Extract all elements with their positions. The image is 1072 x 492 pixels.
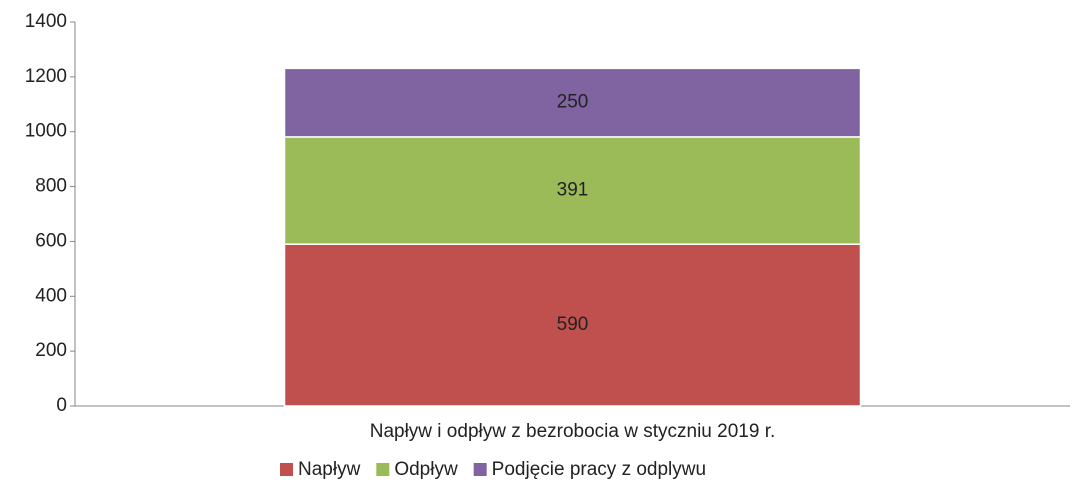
y-tick-label: 1400 (25, 11, 67, 32)
legend-swatch (473, 463, 487, 476)
data-label: 590 (557, 314, 589, 335)
data-label: 391 (557, 180, 589, 201)
legend-label: Podjęcie pracy z odplywu (492, 459, 706, 480)
legend-swatch (376, 463, 390, 476)
legend-label: Odpływ (394, 459, 458, 480)
bar-segment (283, 136, 862, 245)
x-tick-label: Napływ i odpływ z bezrobocia w styczniu … (370, 421, 776, 442)
y-tick-label: 1200 (25, 66, 67, 87)
legend-label: Napływ (298, 459, 361, 480)
data-label: 250 (557, 92, 589, 113)
y-tick-label: 600 (35, 230, 67, 251)
y-tick-label: 0 (56, 395, 67, 416)
y-tick-label: 1000 (25, 121, 67, 142)
y-tick-label: 400 (35, 285, 67, 306)
legend-swatch (280, 463, 293, 476)
y-tick-label: 200 (35, 340, 67, 361)
bar-segment (283, 67, 862, 138)
y-tick-label: 800 (35, 176, 67, 197)
